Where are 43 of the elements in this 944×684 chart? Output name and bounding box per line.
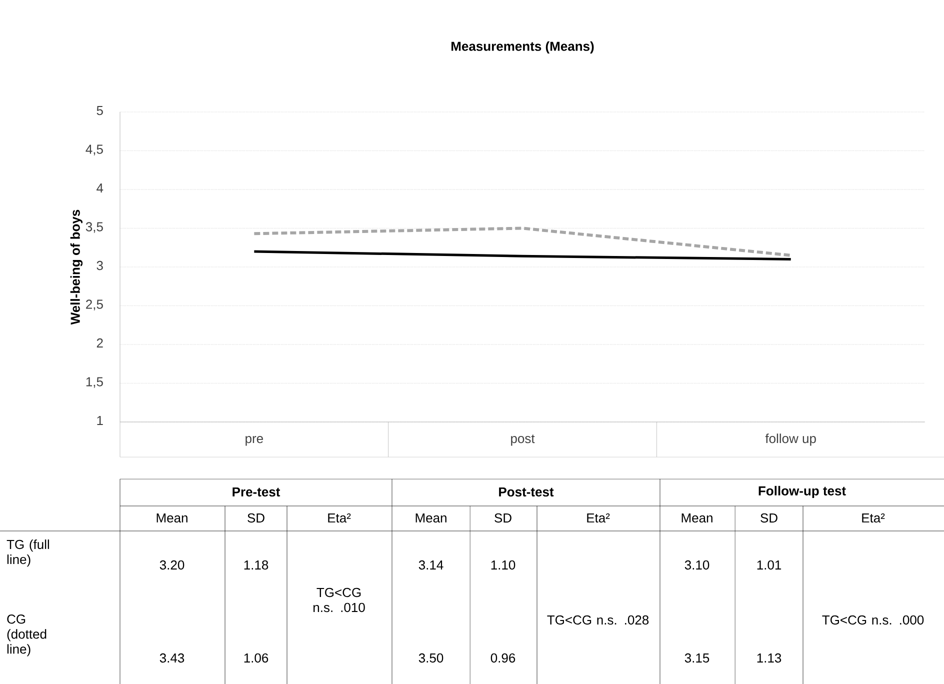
text: Post-test bbox=[499, 487, 554, 497]
data-label: 3.15 bbox=[684, 653, 710, 663]
text: TG<CG n.s. .028 bbox=[547, 615, 649, 625]
y-tick-label: 2,5 bbox=[86, 300, 103, 310]
text: Follow-up test bbox=[758, 486, 846, 498]
chart-title: Measurements (Means) bbox=[451, 41, 594, 54]
data-label: 3.50 bbox=[418, 653, 444, 663]
y-tick-label: 2 bbox=[96, 338, 103, 348]
y-tick-label: 5 bbox=[96, 106, 103, 116]
text: SD bbox=[760, 513, 778, 523]
text: Eta² bbox=[587, 513, 610, 523]
x-tick-label: pre bbox=[246, 436, 263, 446]
text: Eta² bbox=[862, 513, 885, 523]
text: 1.06 bbox=[244, 653, 268, 663]
y-tick-label: 3,5 bbox=[86, 222, 103, 233]
text: 1.13 bbox=[757, 653, 782, 663]
text: Mean bbox=[682, 513, 712, 523]
text: CG (dotted line) bbox=[7, 614, 46, 656]
data-label: 3.14 bbox=[418, 560, 444, 570]
text: 1.10 bbox=[491, 560, 516, 570]
data-label: 3.10 bbox=[684, 560, 710, 570]
y-tick-label: 3 bbox=[96, 260, 103, 270]
text: Mean bbox=[156, 513, 188, 523]
text: 0.96 bbox=[490, 653, 516, 663]
text: 1.01 bbox=[757, 560, 782, 570]
y-tick-label: 1,5 bbox=[86, 377, 103, 388]
y-tick-label: 4 bbox=[96, 184, 104, 192]
x-tick-label: post bbox=[511, 434, 535, 446]
y-tick-label: 1 bbox=[97, 416, 103, 425]
text: TG (full line) bbox=[6, 540, 50, 567]
text: TG<CG n.s. .000 bbox=[822, 615, 924, 625]
text: TG<CG n.s. .010 bbox=[313, 588, 365, 612]
text: 1.18 bbox=[244, 560, 268, 570]
data-label: 3.20 bbox=[160, 560, 184, 570]
text: Pre-test bbox=[232, 487, 280, 497]
text: SD bbox=[248, 513, 264, 523]
y-tick-label: 4,5 bbox=[86, 144, 103, 156]
y-axis-title: Well-being of boys bbox=[70, 210, 83, 325]
text: Mean bbox=[416, 513, 446, 523]
data-label: 3.43 bbox=[160, 653, 184, 663]
x-tick-label: follow up bbox=[765, 434, 816, 446]
text: SD bbox=[494, 513, 512, 523]
text: Eta² bbox=[328, 513, 351, 523]
